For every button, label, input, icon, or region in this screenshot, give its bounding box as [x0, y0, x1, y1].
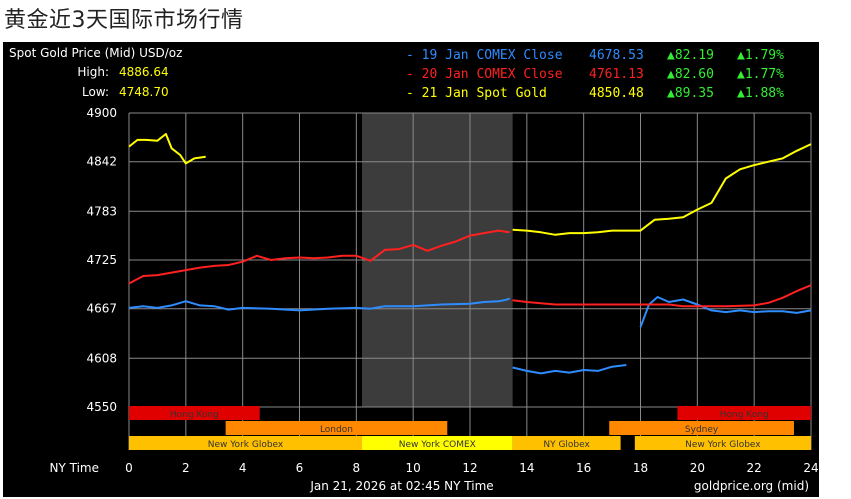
legend-close-value: 4678.53	[589, 48, 644, 63]
footer-source: goldprice.org (mid)	[694, 479, 809, 493]
session-label: London	[320, 425, 353, 435]
series-line-19-jan-comex-close	[128, 297, 511, 312]
y-tick-label: 4783	[86, 204, 117, 218]
series-line-20-jan-comex-close-cont	[512, 284, 812, 308]
y-tick-label: 4667	[86, 302, 117, 316]
session-bar	[634, 436, 811, 450]
session-label: NY Globex	[543, 440, 590, 450]
session-bar	[677, 406, 811, 420]
legend-change-value: ▲82.19	[667, 48, 714, 63]
session-bar	[362, 436, 513, 450]
legend-change-value: ▲89.35	[667, 86, 714, 101]
legend-close-value: 4850.48	[589, 86, 644, 101]
x-tick-label: 16	[576, 461, 591, 475]
session-bar	[129, 406, 260, 420]
legend-percent-value: ▲1.77%	[737, 67, 784, 82]
y-tick-label: 4725	[86, 253, 117, 267]
y-tick-label: 4842	[86, 155, 117, 169]
legend-series-name: - 20 Jan COMEX Close	[406, 67, 563, 82]
session-bar	[512, 436, 621, 450]
session-label: Hong Kong	[170, 410, 219, 420]
x-tick-label: 20	[690, 461, 705, 475]
x-tick-label: 12	[462, 461, 477, 475]
x-tick-label: 24	[803, 461, 818, 475]
legend-percent-value: ▲1.79%	[737, 48, 784, 63]
high-value: 4886.64	[119, 65, 169, 79]
low-value: 4748.70	[119, 85, 169, 99]
x-axis-label: NY Time	[50, 461, 100, 475]
x-tick-label: 22	[747, 461, 762, 475]
high-label: High:	[77, 65, 109, 79]
series-line-20-jan-comex-close	[128, 229, 510, 285]
legend-series-name: - 19 Jan COMEX Close	[406, 48, 563, 63]
session-label: New York Globex	[208, 440, 284, 450]
legend-percent-value: ▲1.88%	[737, 86, 784, 101]
gold-price-chart: 4550 4608 4667 4725 4783 4842 4900 0 2 4 6 8 10 12 14 1…	[3, 42, 819, 497]
x-tick-label: 2	[182, 461, 190, 475]
footer-timestamp: Jan 21, 2026 at 02:45 NY Time	[309, 479, 493, 493]
series-line-19-jan-comex-close	[512, 364, 627, 375]
session-bar	[225, 421, 448, 435]
series-line-19-jan-comex-close	[639, 296, 812, 328]
series-line-21-jan-spot-gold	[128, 133, 206, 165]
x-tick-label: 0	[125, 461, 133, 475]
x-tick-label: 6	[296, 461, 304, 475]
y-tick-label: 4550	[86, 400, 117, 414]
page-title: 黄金近3天国际市场行情	[4, 8, 244, 33]
x-tick-label: 18	[633, 461, 648, 475]
legend-change-value: ▲82.60	[667, 67, 714, 82]
session-label: Sydney	[685, 425, 719, 435]
session-bar	[609, 421, 794, 435]
session-label: New York Globex	[685, 440, 761, 450]
legend-series-name: - 21 Jan Spot Gold	[406, 86, 547, 101]
x-tick-label: 14	[519, 461, 534, 475]
chart-title: Spot Gold Price (Mid) USD/oz	[9, 46, 182, 60]
y-tick-label: 4608	[86, 351, 117, 365]
session-bar	[129, 436, 363, 450]
low-label: Low:	[82, 85, 109, 99]
y-tick-label: 4900	[86, 106, 117, 120]
legend-close-value: 4761.13	[589, 67, 644, 82]
session-label: Hong Kong	[720, 410, 769, 420]
x-tick-label: 10	[406, 461, 421, 475]
session-label: New York COMEX	[399, 440, 476, 450]
x-tick-label: 4	[239, 461, 247, 475]
x-tick-label: 8	[353, 461, 361, 475]
series-line-21-jan-spot-gold-cont	[512, 143, 812, 236]
